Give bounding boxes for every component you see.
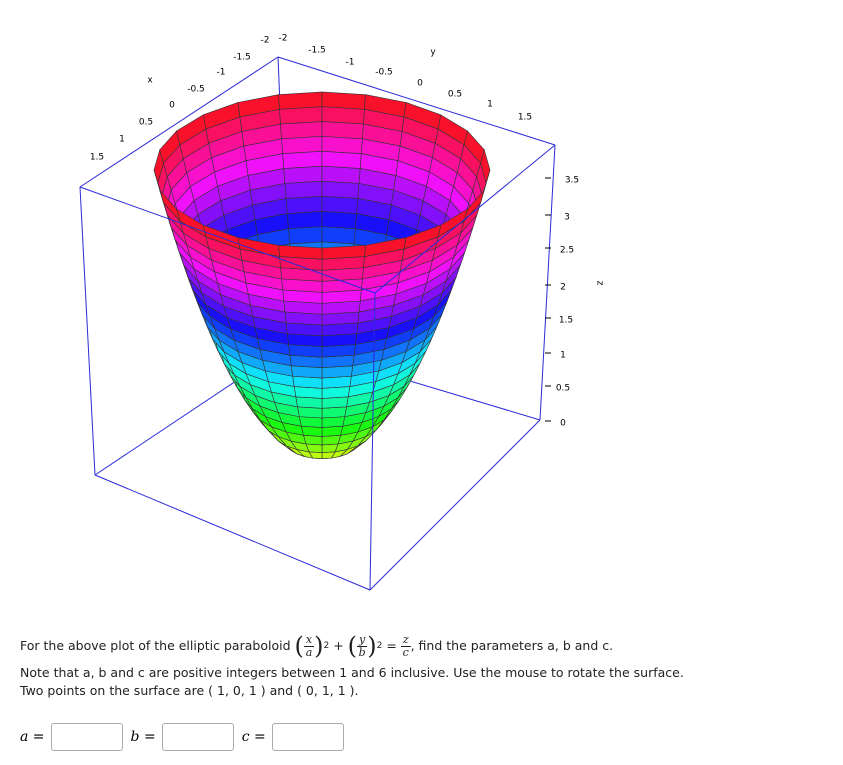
y-tick-label: 1.5 [518, 113, 532, 123]
input-c[interactable] [271, 723, 344, 751]
surface-patch [293, 386, 323, 399]
surface-patch [321, 150, 362, 169]
den-a: a [305, 645, 313, 659]
box-edge [369, 419, 541, 591]
num-z: z [400, 632, 411, 647]
surface-patch [286, 211, 323, 229]
input-label: a = [20, 729, 45, 745]
box-edge [94, 474, 371, 591]
surface-patch [321, 226, 356, 245]
surface-patch [321, 165, 361, 184]
surface-patch [303, 434, 323, 446]
surface-patch [321, 406, 347, 419]
answer-row: a = b = c = [20, 722, 352, 752]
surface-patch [321, 211, 358, 229]
intro: For the above plot of the elliptic parab… [20, 638, 291, 653]
surface-patch [297, 406, 323, 419]
y-axis-label: y [430, 48, 436, 58]
x-tick-label: -0.5 [187, 85, 205, 95]
surface-patch [321, 91, 366, 110]
z-tick-label: 0.5 [556, 384, 570, 394]
surface-patch [300, 425, 323, 437]
box-edge [79, 186, 96, 476]
y-tick-label: 1 [487, 100, 493, 110]
input-b[interactable] [161, 723, 234, 751]
surface-patch [282, 150, 323, 169]
plot-3d[interactable]: 1.5 1 0.5 0 -0.5 -1 -1.5 -2 -2 -1.5 -1 -0.5 0 0.5 1 1.5… [0, 0, 843, 620]
surface-patch [321, 136, 363, 154]
surface-patch [321, 416, 346, 428]
y-tick-label: -2 [279, 34, 288, 44]
x-tick-label: 1.5 [90, 153, 104, 163]
num-x: x [303, 632, 315, 647]
surface-patch [283, 165, 323, 184]
input-label: b = [130, 729, 156, 745]
x-tick-label: 0.5 [139, 118, 153, 128]
num-y: y [357, 632, 368, 647]
box-edge [277, 56, 556, 146]
box-edge [539, 144, 556, 421]
x-tick-label: -1 [217, 68, 226, 78]
z-tick-label: 2.5 [560, 246, 574, 256]
surface-patch [321, 434, 341, 446]
surface-patch [321, 106, 365, 125]
surface-patch [281, 136, 323, 154]
question-line: For the above plot of the elliptic parab… [20, 632, 614, 660]
x-tick-label: 0 [169, 101, 175, 111]
points: Two points on the surface are ( 1, 0, 1 … [20, 683, 359, 698]
after: , find the parameters a, b and c. [410, 638, 614, 653]
surface-patch [298, 416, 323, 428]
input-a[interactable] [50, 723, 123, 751]
exp: 2 [376, 641, 383, 651]
box-edge [79, 56, 279, 188]
note: Note that a, b and c are positive intege… [20, 665, 684, 680]
plus: + [333, 638, 344, 653]
y-tick-label: -0.5 [375, 68, 393, 78]
surface-patch [278, 91, 323, 110]
surface-patch [288, 226, 323, 245]
surface-patch [321, 425, 344, 437]
box-edge [79, 186, 376, 294]
y-tick-label: 0 [417, 79, 423, 89]
surface-patch [278, 245, 323, 260]
surface-patch [279, 106, 323, 125]
surface-patch [321, 195, 359, 214]
question: For the above plot of the elliptic parab… [20, 628, 840, 700]
y-tick-label: -1 [346, 58, 355, 68]
equals: = [386, 638, 397, 653]
y-tick-label: 0.5 [448, 90, 462, 100]
surface-patch [295, 396, 323, 409]
z-tick-label: 2 [560, 283, 566, 293]
surface-patch [321, 245, 366, 260]
den-c: c [402, 645, 409, 659]
surface-patch [321, 386, 351, 399]
x-tick-label: 1 [119, 135, 125, 145]
surface-patch [153, 169, 164, 203]
z-tick-label: 3.5 [565, 176, 579, 186]
y-tick-label: -1.5 [308, 46, 326, 56]
surface-patch [321, 121, 364, 140]
x-tick-label: -1.5 [233, 53, 251, 63]
den-b: b [358, 645, 366, 659]
exp: 2 [323, 641, 330, 651]
surface-patch [321, 396, 349, 409]
surface-patch [321, 180, 360, 199]
x-tick-label: -2 [261, 36, 270, 46]
z-tick-label: 1 [560, 351, 566, 361]
z-tick-label: 1.5 [559, 316, 573, 326]
box-edge [369, 292, 376, 591]
surface-patch [280, 121, 323, 140]
input-label: c = [241, 729, 266, 745]
surface-patch [285, 195, 323, 214]
surface-patch [284, 180, 323, 199]
x-axis-label: x [147, 76, 153, 86]
z-axis-label: z [595, 281, 605, 286]
z-tick-label: 3 [564, 213, 570, 223]
box-edge [374, 144, 556, 294]
z-tick-label: 0 [560, 419, 566, 429]
